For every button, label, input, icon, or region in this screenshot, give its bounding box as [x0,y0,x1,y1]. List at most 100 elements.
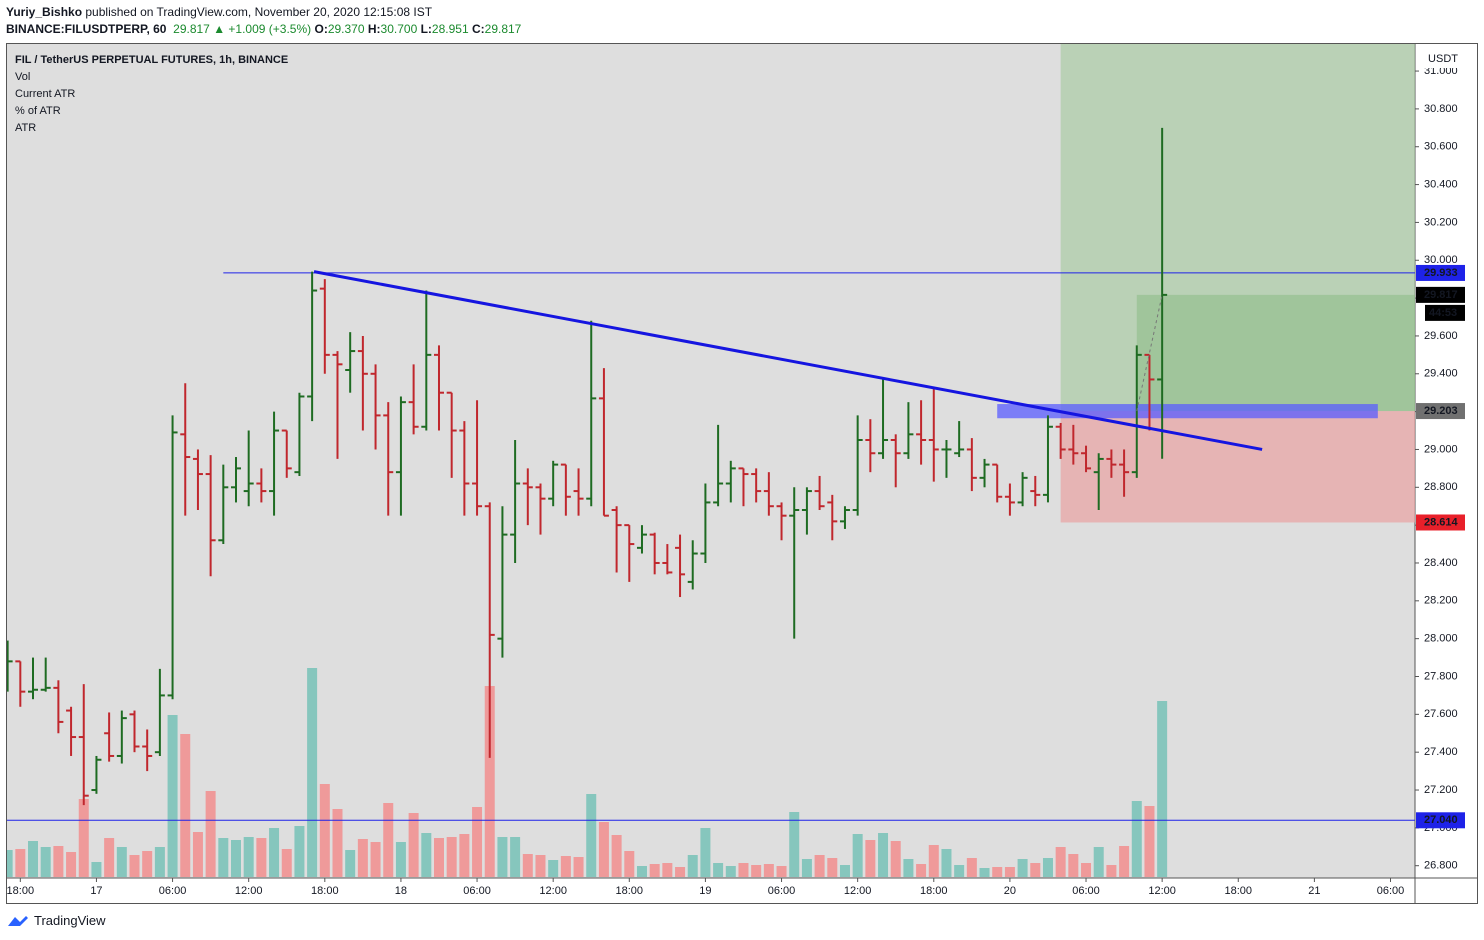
volume-bar [281,849,292,877]
volume-bar [307,668,318,877]
projection [1136,294,1163,412]
volume-bar [966,858,977,877]
volume-bar [53,846,64,877]
volume-bar [700,828,711,877]
x-tick-label: 12:00 [1148,885,1176,897]
ohlc-label: H: [367,22,381,36]
volume-bar [1157,701,1168,877]
volume-bar [801,859,812,877]
volume-bar [345,850,356,877]
level-label: 29.933 [1424,267,1458,279]
symbol: BINANCE:FILUSDTPERP, 60 [6,22,167,36]
volume-bar [1004,867,1015,877]
volume-bar [167,715,178,877]
volume-bar [624,851,635,877]
volume-bar [1131,801,1142,877]
x-tick-label: 06:00 [1377,885,1405,897]
volume-bar [751,865,762,877]
level-label: 29.817 [1424,289,1458,301]
volume-bar [446,837,457,877]
volume-bar [294,826,305,877]
volume-bar [180,734,191,877]
volume-bar [560,856,571,877]
volume-bar [878,833,889,877]
volume-bar [789,812,800,877]
volume-bar [332,809,343,877]
volume-bar [573,857,584,877]
level-label-bg [1416,286,1465,303]
volume-bar [890,841,901,877]
axes: FIL / TetherUS PERPETUAL FUTURES, 1h, BI… [7,50,1474,897]
y-tick-label: 30.600 [1424,141,1458,153]
volume-bar [763,864,774,877]
ohlc-value: 28.951 [431,22,469,36]
level-label: 28.614 [1424,516,1459,528]
ohlc: O:29.370 H:30.700 L:28.951 C:29.817 [314,22,524,36]
volume-bar [1055,847,1066,877]
x-tick-label: 18 [395,885,407,897]
y-tick-label: 27.600 [1424,708,1458,720]
y-tick-label: 27.200 [1424,784,1458,796]
y-tick-label: 30.400 [1424,178,1458,190]
volume-bar [116,847,127,877]
volume-bar [154,847,165,877]
ohlc-label: L: [420,22,432,36]
y-tick-label: 29.400 [1424,368,1458,380]
y-tick-label: 28.000 [1424,633,1458,645]
volume-bar [979,868,990,877]
level-label-bg [1416,403,1465,420]
volume-bar [852,834,863,877]
volume-bar [129,855,140,877]
volume-bar [713,863,724,877]
volume-bar [370,842,381,877]
x-tick-label: 12:00 [539,885,567,897]
trendline [313,270,1263,451]
volume-bar [28,841,39,877]
volume-bar [357,839,368,877]
volume-bar [675,867,686,877]
published: published on TradingView.com, November 2… [85,5,433,19]
header-line-2: BINANCE:FILUSDTPERP, 60 29.817 ▲ +1.009 … [6,21,525,38]
volume-bar [814,855,825,877]
volume-bar [269,828,280,877]
volume-bar [535,855,546,877]
x-tick-label: 18:00 [7,885,35,897]
volume-bar [662,863,673,877]
zone [997,404,1378,419]
volume-bar [497,837,508,877]
x-tick-label: 21 [1308,885,1320,897]
author: Yuriy_Bishko [6,5,83,19]
stop-zone [1060,411,1415,523]
volume-bar [586,794,597,877]
volume-bar [256,838,267,877]
y-tick-label: 30.000 [1424,254,1458,266]
ohlc-value: 29.817 [484,22,522,36]
x-tick-label: 18:00 [1225,885,1253,897]
legend-item: Current ATR [15,88,75,100]
volume-bar [383,803,394,877]
legend-item: FIL / TetherUS PERPETUAL FUTURES, 1h, BI… [15,54,288,66]
x-tick-label: 18:00 [311,885,339,897]
y-tick-label: 27.400 [1424,746,1458,758]
volume-bar [7,850,13,877]
logo [8,916,28,926]
legend-item: % of ATR [15,105,61,117]
volume-bar [776,866,787,877]
volume-bar [954,865,965,877]
volume-bar [827,858,838,877]
x-tick-label: 06:00 [463,885,491,897]
volume-bar [928,845,939,877]
x-tick-label: 06:00 [1072,885,1100,897]
currency: USDT [1428,53,1458,65]
volume-bar [738,863,749,877]
ohlc-label: O: [314,22,328,36]
x-tick-label: 18:00 [920,885,948,897]
volume-bar [636,866,647,877]
legend-item: Vol [15,71,30,83]
legend-item: ATR [15,122,36,134]
volume-bar [218,838,229,877]
volume-bar [408,813,419,877]
level-label: 29.203 [1424,405,1458,417]
volume-bar [839,865,850,877]
